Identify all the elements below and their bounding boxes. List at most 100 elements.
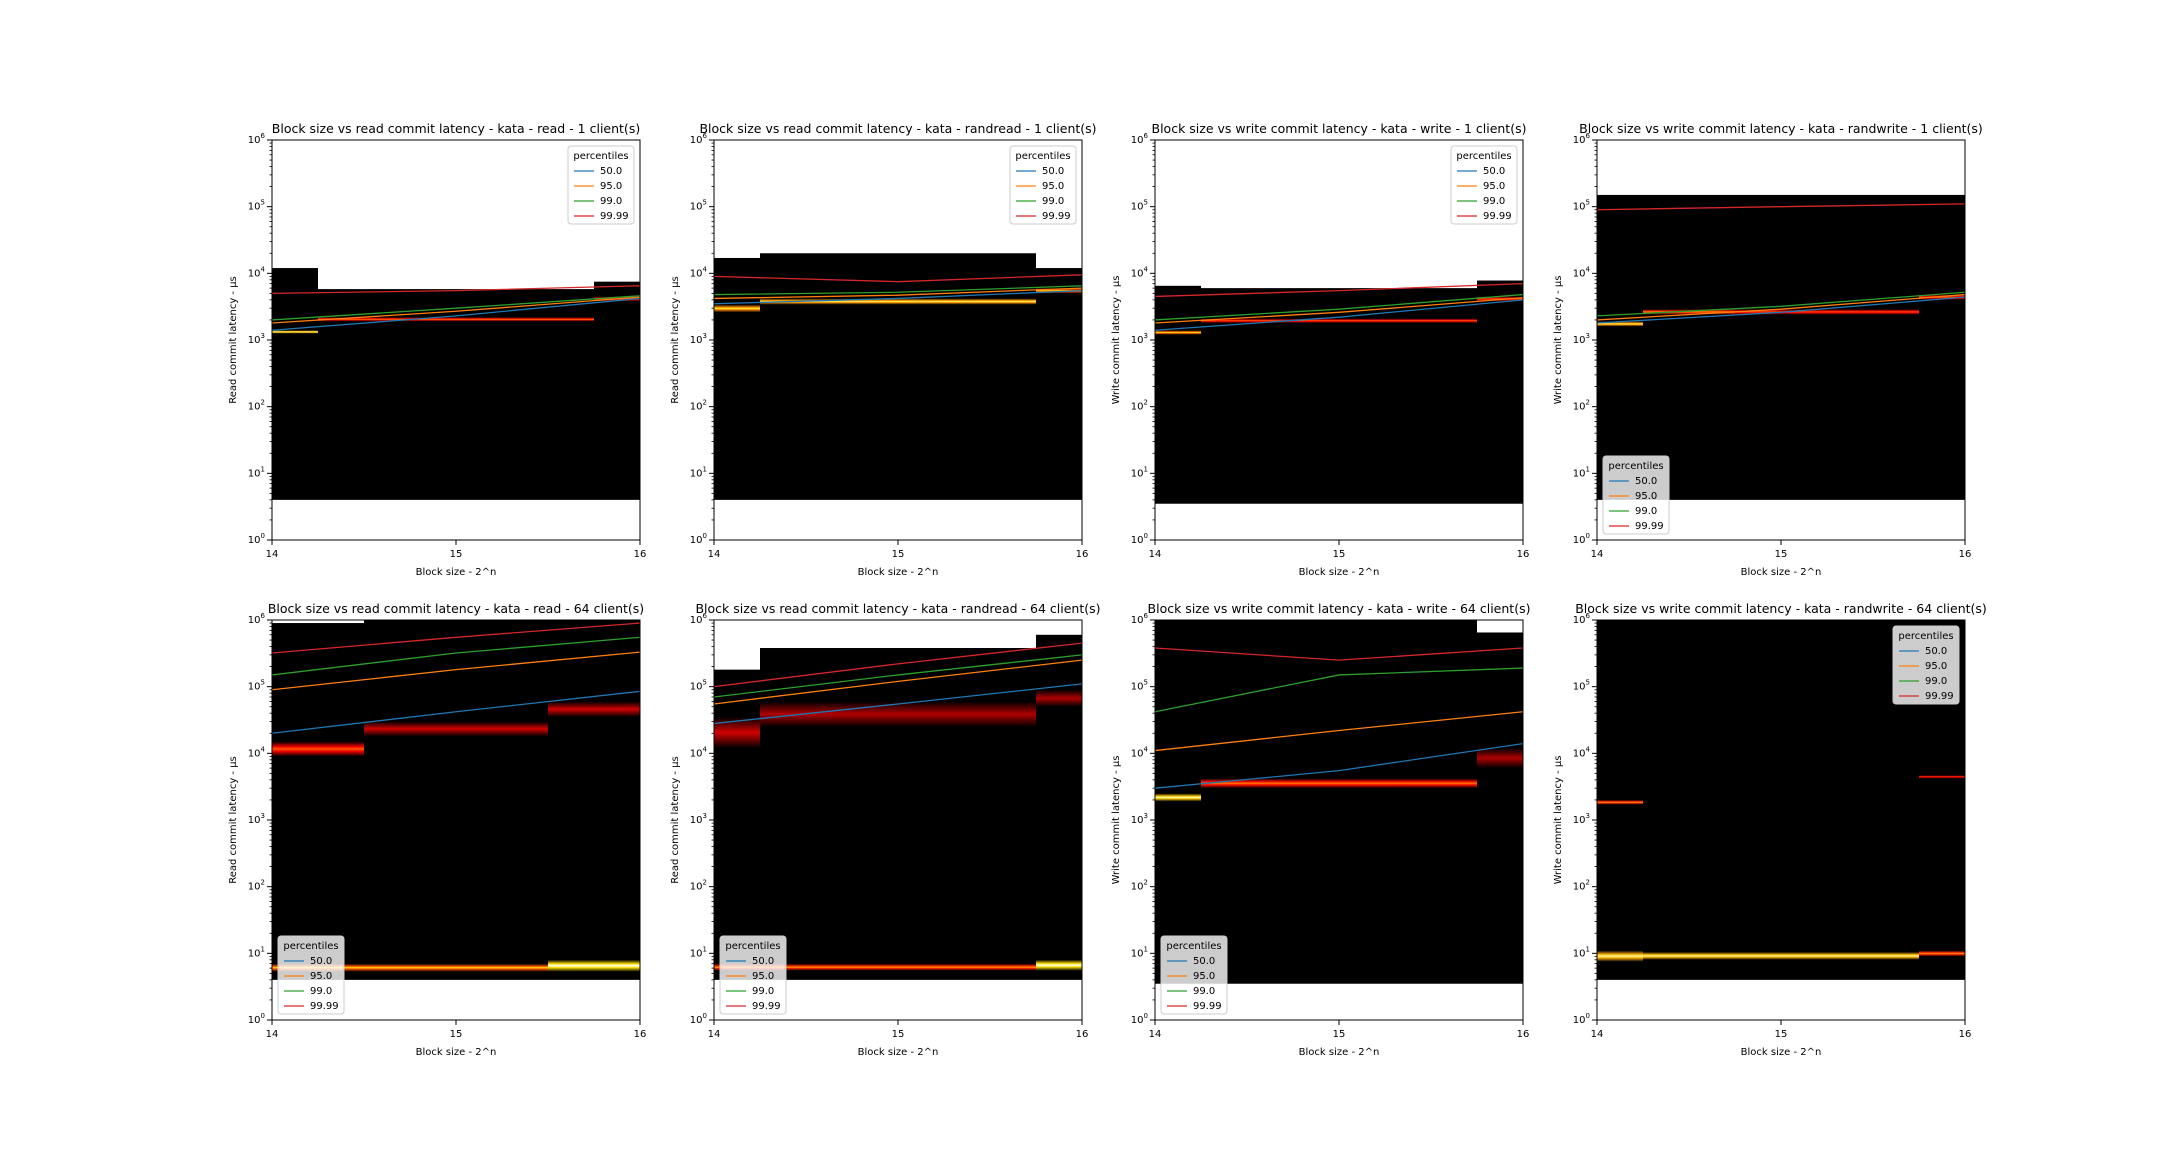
- heatmap-column: [1036, 268, 1082, 500]
- y-tick-label: 104: [690, 745, 708, 759]
- heatmap-band: [1201, 318, 1477, 323]
- heatmap: [1597, 194, 1965, 500]
- legend-box: [1892, 625, 1960, 705]
- y-tick-label: 103: [1131, 812, 1148, 826]
- legend-title: percentiles: [1898, 631, 1953, 642]
- series-line-50.0: [714, 289, 1082, 305]
- y-axis-label: Write commit latency - μs: [1111, 276, 1122, 405]
- heatmap-band: [1597, 799, 1643, 805]
- y-axis-label: Write commit latency - μs: [1111, 756, 1122, 885]
- subplot-7: 14 15 16 100 101 102 103 104 105 106 Block size vs…: [1111, 601, 1530, 1058]
- y-tick-label: 102: [1573, 399, 1590, 413]
- y-tick-label: 101: [248, 465, 265, 479]
- legend-entry: 99.99: [1193, 1001, 1222, 1012]
- y-tick-label: 103: [1573, 812, 1590, 826]
- heatmap-column: [1597, 194, 1965, 500]
- legend-box: [1160, 935, 1228, 1015]
- heatmap-band: [714, 963, 1036, 971]
- heatmap: [272, 620, 640, 980]
- legend-title: percentiles: [725, 941, 780, 952]
- y-tick-label: 105: [1131, 679, 1148, 693]
- legend-title: percentiles: [1166, 941, 1221, 952]
- x-tick-label: 14: [708, 1029, 721, 1040]
- legend-entry: 95.0: [1925, 661, 1947, 672]
- y-tick-label: 101: [248, 945, 265, 959]
- y-tick-label: 106: [1573, 132, 1591, 146]
- y-tick-label: 101: [690, 465, 707, 479]
- series-line-99.0: [1597, 291, 1965, 317]
- heatmap-band: [548, 959, 640, 972]
- legend: percentiles 50.0 95.0 99.0 99.99: [277, 935, 345, 1015]
- legend-entry: 99.99: [1925, 691, 1954, 702]
- legend: percentiles 50.0 95.0 99.0 99.99: [1450, 145, 1518, 225]
- x-tick-label: 15: [450, 549, 463, 560]
- legend: percentiles 50.0 95.0 99.0 99.99: [1160, 935, 1228, 1015]
- legend-entry: 99.0: [1925, 676, 1947, 687]
- y-tick-label: 105: [1573, 199, 1590, 213]
- y-axis-label: Read commit latency - μs: [228, 756, 239, 884]
- legend-entry: 50.0: [1193, 956, 1215, 967]
- series-line-99.99: [272, 285, 640, 295]
- legend-entry: 99.99: [1483, 211, 1512, 222]
- legend: percentiles 50.0 95.0 99.0 99.99: [719, 935, 787, 1015]
- y-tick-label: 102: [1131, 399, 1148, 413]
- y-tick-label: 105: [1573, 679, 1590, 693]
- x-axis-label: Block size - 2^n: [1741, 567, 1822, 578]
- legend-entry: 50.0: [1925, 646, 1947, 657]
- chart-title: Block size vs read commit latency - kata…: [268, 601, 644, 616]
- y-axis-label: Write commit latency - μs: [1553, 756, 1564, 885]
- legend: percentiles 50.0 95.0 99.0 99.99: [1892, 625, 1960, 705]
- y-tick-label: 106: [248, 132, 266, 146]
- heatmap: [272, 268, 640, 500]
- legend-entry: 50.0: [752, 956, 774, 967]
- series-line-50.0: [272, 297, 640, 331]
- legend-title: percentiles: [283, 941, 338, 952]
- series-line-99.0: [1155, 293, 1523, 321]
- heatmap-band: [760, 298, 1036, 305]
- legend-entry: 99.99: [1635, 521, 1664, 532]
- y-tick-label: 103: [1573, 332, 1590, 346]
- legend-entry: 50.0: [600, 166, 622, 177]
- subplot-5: 14 15 16 100 101 102 103 104 105 106 Block size vs…: [228, 601, 646, 1058]
- y-axis-label: Read commit latency - μs: [228, 276, 239, 404]
- chart-title: Block size vs read commit latency - kata…: [695, 601, 1100, 616]
- y-tick-label: 105: [690, 199, 707, 213]
- y-tick-label: 106: [1131, 612, 1149, 626]
- y-tick-label: 100: [1573, 532, 1590, 546]
- legend-entry: 95.0: [600, 181, 622, 192]
- y-tick-label: 100: [248, 532, 265, 546]
- heatmap-column: [364, 620, 640, 980]
- x-tick-label: 16: [1959, 1029, 1972, 1040]
- y-tick-label: 100: [690, 532, 707, 546]
- chart-title: Block size vs write commit latency - kat…: [1148, 601, 1531, 616]
- legend-entry: 99.99: [600, 211, 629, 222]
- y-tick-label: 104: [690, 265, 708, 279]
- x-tick-label: 16: [634, 549, 647, 560]
- legend-entry: 50.0: [1635, 476, 1657, 487]
- y-axis-label: Read commit latency - μs: [670, 276, 681, 404]
- y-tick-label: 105: [248, 679, 265, 693]
- x-tick-label: 16: [1076, 549, 1089, 560]
- series-line-99.0: [272, 636, 640, 676]
- heatmap-column: [318, 289, 594, 500]
- legend: percentiles 50.0 95.0 99.0 99.99: [1602, 455, 1670, 535]
- x-tick-label: 16: [1076, 1029, 1089, 1040]
- y-tick-label: 105: [248, 199, 265, 213]
- y-tick-label: 101: [690, 945, 707, 959]
- heatmap-band: [1735, 309, 1919, 315]
- heatmap-column: [1155, 620, 1477, 984]
- legend-entry: 99.0: [752, 986, 774, 997]
- y-tick-label: 100: [1573, 1012, 1590, 1026]
- x-tick-label: 14: [1149, 1029, 1162, 1040]
- x-axis-label: Block size - 2^n: [416, 1047, 497, 1058]
- chart-title: Block size vs read commit latency - kata…: [272, 121, 640, 136]
- heatmap-band: [1643, 309, 1735, 315]
- x-tick-label: 15: [1333, 549, 1346, 560]
- legend-entry: 99.99: [310, 1001, 339, 1012]
- y-tick-label: 103: [248, 332, 265, 346]
- heatmap-band: [1036, 689, 1082, 707]
- series-line-99.99: [714, 642, 1082, 688]
